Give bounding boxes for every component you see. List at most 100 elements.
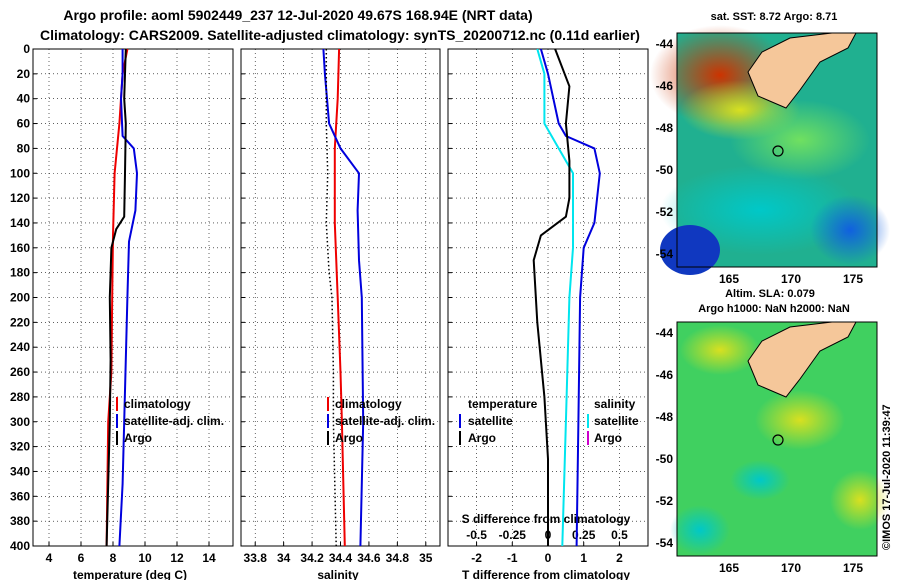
s-difference-axis-label: S difference from climatology (462, 512, 631, 526)
legend-temperature-title: temperature (468, 397, 538, 411)
lon-tick-label: 165 (719, 272, 739, 286)
lat-tick-label: -48 (656, 121, 674, 135)
lat-tick-label: -52 (656, 494, 674, 508)
series-argo (105, 48, 127, 547)
legend-satellite-label: satellite-adj. clim. (335, 414, 435, 428)
depth-tick-label: 40 (17, 92, 31, 106)
temperature-legend: climatology satellite-adj. clim. Argo (116, 397, 224, 445)
value-tick-label: 35 (419, 551, 433, 565)
value-tick-label: 34 (277, 551, 291, 565)
sst-map: sat. SST: 8.72 Argo: 8.71 -44 -46 -48 -50 -5… (650, 11, 890, 286)
lon-tick-label: 170 (781, 561, 801, 575)
salinity-grid (241, 48, 440, 547)
series-t-satellite (539, 48, 601, 547)
value-tick-label: 34.4 (329, 551, 353, 565)
sla-cyan-patch-1 (670, 505, 730, 555)
difference-panel: -2 -1 0 1 2 -0.5 -0.25 0 0.25 0.5 S difference f… (447, 48, 649, 580)
value-tick-label: 2 (616, 551, 623, 565)
sst-map-title: sat. SST: 8.72 Argo: 8.71 (711, 11, 838, 23)
depth-tick-label: 380 (10, 514, 30, 528)
sst-blue-patch-west (660, 225, 720, 275)
series-climatology (333, 48, 346, 547)
value-tick-label: 4 (46, 551, 53, 565)
sla-yellow-patch-1 (680, 325, 760, 375)
t-difference-tick-labels: -2 -1 0 1 2 (471, 551, 623, 565)
s-difference-tick-label: 0.25 (572, 528, 596, 542)
lat-tick-label: -54 (656, 247, 674, 261)
value-tick-label: 12 (170, 551, 184, 565)
depth-tick-label: 240 (10, 340, 30, 354)
temperature-axis-label: temperature (deg C) (73, 568, 187, 580)
depth-tick-label: 140 (10, 216, 30, 230)
depth-tick-label: 260 (10, 365, 30, 379)
depth-tick-label: 100 (10, 166, 30, 180)
temperature-tick-labels: 4 6 8 10 12 14 (46, 551, 216, 565)
value-tick-label: 0 (545, 551, 552, 565)
legend-argo-label: Argo (124, 431, 152, 445)
sst-map-frame (676, 32, 878, 268)
series-t-argo (532, 48, 571, 546)
depth-tick-label: 200 (10, 291, 30, 305)
sla-map: Altim. SLA: 0.079 Argo h1000: NaN h2000:… (656, 288, 890, 575)
salinity-series (322, 48, 365, 547)
legend-t-argo-label: Argo (468, 431, 496, 445)
value-tick-label: 34.2 (300, 551, 324, 565)
temperature-panel: 0 20 40 60 80 100 120 140 160 180 200 220 240 260 280 3… (10, 42, 234, 580)
value-tick-label: -2 (471, 551, 482, 565)
s-difference-tick-label: -0.5 (466, 528, 487, 542)
difference-series (532, 48, 601, 547)
depth-tick-label: 280 (10, 390, 30, 404)
sla-yellow-patch-2 (755, 390, 845, 450)
lon-tick-label: 175 (843, 272, 863, 286)
salinity-axis-label: salinity (317, 568, 359, 580)
imos-credit: ©IMOS 17-Jul-2020 11:39:47 (881, 404, 893, 550)
sla-map-lat-labels: -44 -46 -48 -50 -52 -54 (656, 326, 674, 550)
value-tick-label: 14 (202, 551, 216, 565)
s-difference-tick-label: -0.25 (499, 528, 527, 542)
depth-tick-label: 160 (10, 241, 30, 255)
value-tick-label: -1 (507, 551, 518, 565)
depth-tick-label: 300 (10, 415, 30, 429)
lat-tick-label: -48 (656, 410, 674, 424)
series-satellite-adj-clim- (118, 49, 138, 547)
lon-tick-label: 175 (843, 561, 863, 575)
legend-climatology-label: climatology (124, 397, 191, 411)
lat-tick-label: -50 (656, 163, 674, 177)
lat-tick-label: -44 (656, 326, 674, 340)
sla-map-lon-labels: 165 170 175 (719, 561, 863, 575)
sla-yellow-patch-3 (830, 470, 890, 530)
sst-map-lat-labels: -44 -46 -48 -50 -52 -54 (656, 37, 674, 261)
depth-tick-label: 60 (17, 117, 31, 131)
sst-blue-patch-east (810, 195, 890, 265)
difference-legend: temperature salinity satellite Argo sate… (459, 397, 639, 445)
depth-tick-label: 80 (17, 141, 31, 155)
legend-climatology-label: climatology (335, 397, 402, 411)
series-argo (325, 49, 337, 547)
depth-tick-label: 360 (10, 489, 30, 503)
legend-salinity-title: salinity (594, 397, 636, 411)
lat-tick-label: -50 (656, 452, 674, 466)
depth-tick-label: 20 (17, 67, 31, 81)
title-line-2: Climatology: CARS2009. Satellite-adjuste… (40, 27, 640, 43)
series-s-satellite (536, 48, 574, 547)
temperature-series (105, 48, 138, 547)
sla-cyan-patch-2 (730, 460, 790, 500)
value-tick-label: 34.8 (386, 551, 410, 565)
value-tick-label: 10 (138, 551, 152, 565)
sst-land (747, 32, 857, 109)
value-tick-label: 1 (580, 551, 587, 565)
sla-map-title-2: Argo h1000: NaN h2000: NaN (698, 303, 850, 315)
legend-t-satellite-label: satellite (468, 414, 513, 428)
s-difference-tick-label: 0.5 (611, 528, 628, 542)
sla-map-title-1: Altim. SLA: 0.079 (725, 288, 815, 300)
depth-tick-label: 180 (10, 266, 30, 280)
s-difference-tick-labels: -0.5 -0.25 0 0.25 0.5 (466, 528, 628, 542)
title-line-1: Argo profile: aoml 5902449_237 12-Jul-20… (63, 7, 532, 23)
depth-tick-labels: 0 20 40 60 80 100 120 140 160 180 200 220 240 260 280 3… (10, 42, 30, 553)
sst-green-patch (730, 100, 870, 180)
lat-tick-label: -52 (656, 205, 674, 219)
legend-s-argo-label: Argo (594, 431, 622, 445)
lat-tick-label: -44 (656, 37, 674, 51)
salinity-tick-labels: 33.8 34 34.2 34.4 34.6 34.8 35 (244, 551, 433, 565)
